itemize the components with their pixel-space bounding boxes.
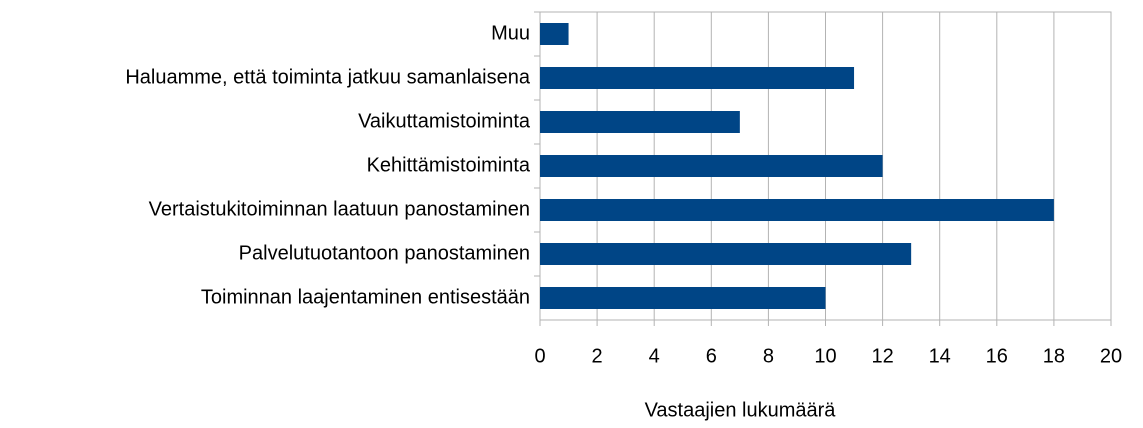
y-tick-label: Toiminnan laajentaminen entisestään <box>201 286 530 308</box>
y-tick-label: Palvelutuotantoon panostaminen <box>239 242 530 264</box>
x-tick-label: 12 <box>871 345 893 367</box>
x-tick-label: 0 <box>534 345 545 367</box>
bar <box>540 111 740 133</box>
y-tick-label: Vertaistukitoiminnan laatuun panostamine… <box>149 198 530 220</box>
y-tick-label: Kehittämistoiminta <box>367 154 531 176</box>
x-tick-label: 2 <box>592 345 603 367</box>
bar <box>540 155 883 177</box>
x-tick-label: 18 <box>1043 345 1065 367</box>
x-tick-label: 10 <box>814 345 836 367</box>
bar <box>540 23 569 45</box>
y-tick-label: Haluamme, että toiminta jatkuu samanlais… <box>125 66 531 88</box>
bar <box>540 243 912 265</box>
x-axis-title: Vastaajien lukumäärä <box>645 399 837 421</box>
bar <box>540 199 1054 221</box>
x-tick-label: 8 <box>763 345 774 367</box>
x-tick-label: 20 <box>1100 345 1122 367</box>
y-tick-label: Vaikuttamistoiminta <box>358 110 531 132</box>
x-tick-label: 14 <box>929 345 951 367</box>
y-tick-label: Muu <box>491 22 530 44</box>
x-tick-label: 16 <box>986 345 1008 367</box>
bar <box>540 287 826 309</box>
bar <box>540 67 855 89</box>
x-tick-label: 4 <box>649 345 660 367</box>
x-tick-label: 6 <box>706 345 717 367</box>
